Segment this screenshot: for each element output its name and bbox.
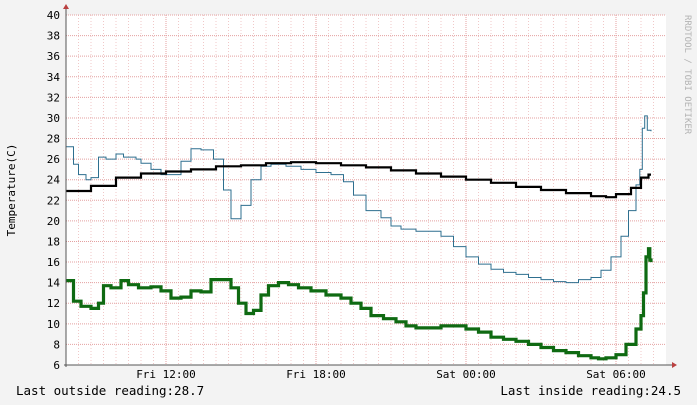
x-tick-label: Fri 18:00 xyxy=(286,368,346,381)
y-tick-label: 12 xyxy=(47,297,60,310)
y-tick-label: 30 xyxy=(47,112,60,125)
tick-labels: 6 8 10 12 14 16 18 20 22 24 26 28 30 32 34 36 38 40 Fri 12… xyxy=(47,9,646,381)
last-inside-reading: Last inside reading:24.5 xyxy=(500,383,681,398)
y-tick-label: 26 xyxy=(47,153,60,166)
series-line-2 xyxy=(66,247,653,361)
y-tick-label: 8 xyxy=(53,338,60,351)
y-tick-label: 36 xyxy=(47,50,60,63)
axes xyxy=(63,4,677,368)
y-tick-label: 38 xyxy=(47,30,60,43)
y-tick-label: 34 xyxy=(47,71,61,84)
y-tick-label: 6 xyxy=(53,359,60,372)
x-axis-arrow xyxy=(672,362,677,368)
series-group xyxy=(66,115,653,361)
y-tick-label: 32 xyxy=(47,91,60,104)
y-tick-label: 16 xyxy=(47,256,60,269)
x-tick-label: Fri 12:00 xyxy=(136,368,196,381)
series-line-1 xyxy=(66,161,651,199)
x-tick-label: Sat 06:00 xyxy=(586,368,646,381)
y-tick-label: 22 xyxy=(47,194,60,207)
y-tick-label: 40 xyxy=(47,9,60,22)
series-line-0 xyxy=(66,115,652,284)
y-tick-label: 20 xyxy=(47,215,60,228)
watermark-text: RRDTOOL / TOBI OETIKER xyxy=(682,15,692,135)
y-tick-label: 14 xyxy=(47,277,61,290)
y-tick-label: 24 xyxy=(47,174,61,187)
y-tick-label: 18 xyxy=(47,235,60,248)
x-tick-label: Sat 00:00 xyxy=(436,368,496,381)
last-outside-reading: Last outside reading:28.7 xyxy=(16,383,205,398)
y-axis-label: Temperature(C) xyxy=(5,144,18,237)
y-tick-label: 10 xyxy=(47,318,60,331)
y-axis-arrow xyxy=(63,4,69,9)
y-tick-label: 28 xyxy=(47,133,60,146)
